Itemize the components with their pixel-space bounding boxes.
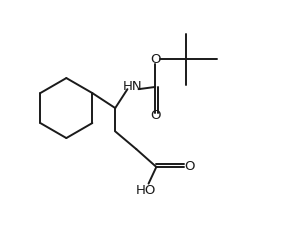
Text: HN: HN [123,81,143,93]
Text: O: O [150,53,160,66]
Text: O: O [150,109,160,122]
Text: O: O [184,160,195,173]
Text: HO: HO [136,184,156,197]
